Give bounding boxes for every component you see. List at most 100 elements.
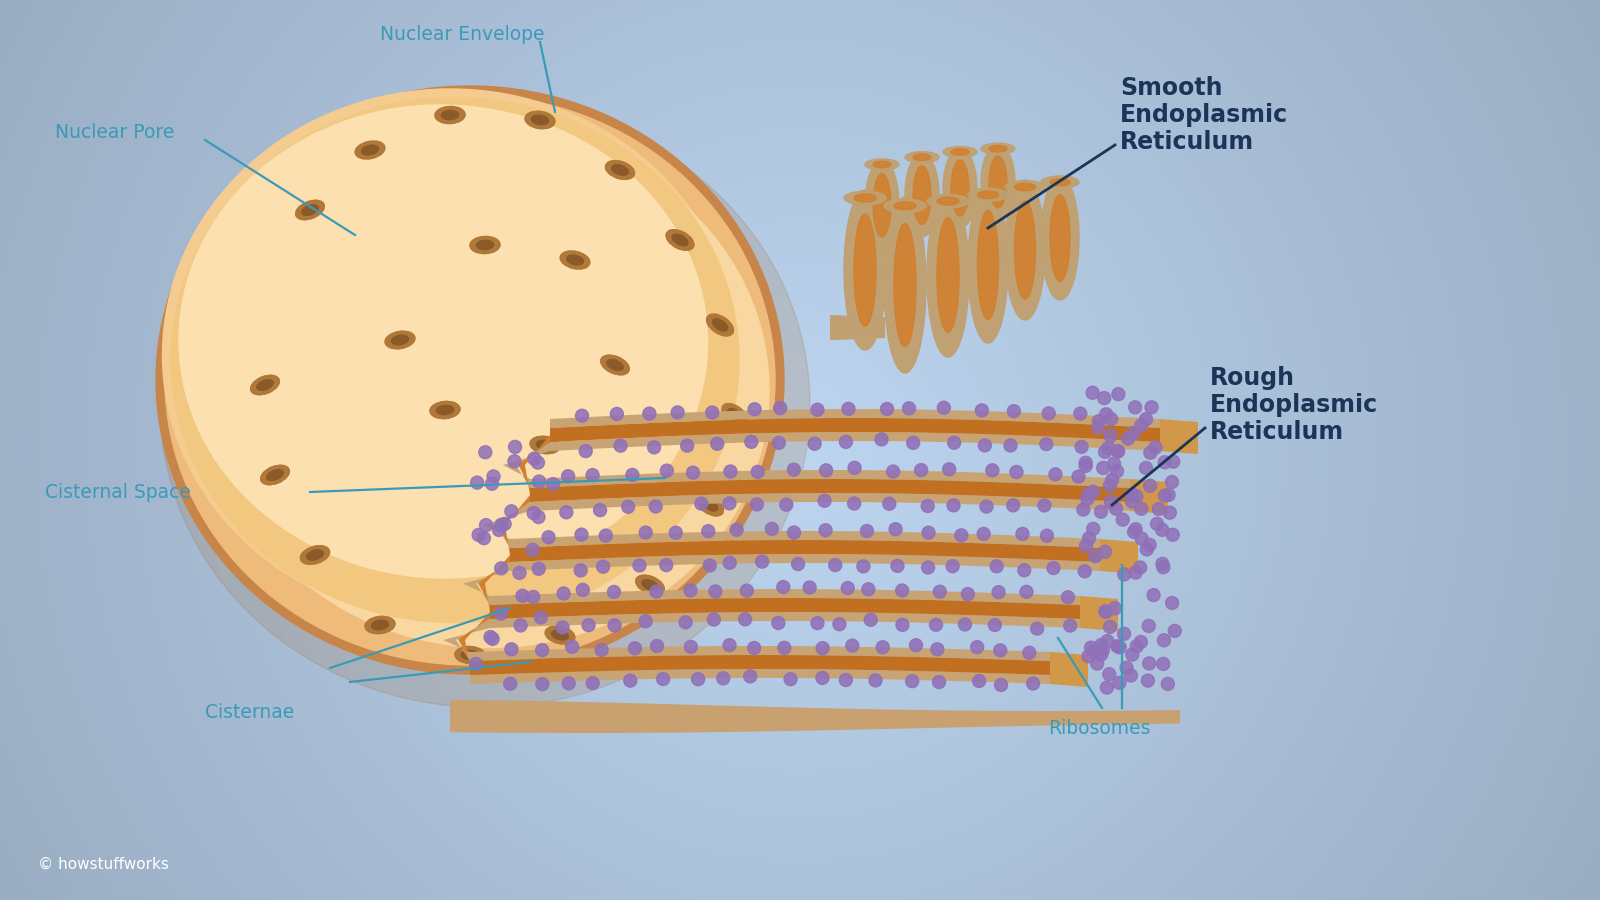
Circle shape bbox=[1098, 392, 1110, 405]
Circle shape bbox=[640, 526, 653, 539]
Text: Ribosomes: Ribosomes bbox=[1048, 718, 1150, 737]
Text: © howstuffworks: © howstuffworks bbox=[38, 857, 170, 872]
Circle shape bbox=[1147, 589, 1160, 601]
Polygon shape bbox=[458, 612, 490, 668]
Circle shape bbox=[638, 615, 653, 627]
Ellipse shape bbox=[672, 234, 688, 246]
Circle shape bbox=[1112, 445, 1125, 458]
Circle shape bbox=[1157, 634, 1171, 647]
Ellipse shape bbox=[179, 105, 701, 575]
Circle shape bbox=[576, 410, 589, 422]
Circle shape bbox=[533, 475, 546, 488]
Polygon shape bbox=[462, 562, 510, 605]
Circle shape bbox=[995, 679, 1008, 691]
Circle shape bbox=[477, 532, 490, 544]
Ellipse shape bbox=[530, 436, 560, 454]
Circle shape bbox=[1104, 495, 1117, 508]
Circle shape bbox=[534, 611, 547, 624]
Ellipse shape bbox=[435, 106, 466, 123]
Text: Nuclear Envelope: Nuclear Envelope bbox=[381, 25, 544, 44]
Circle shape bbox=[896, 618, 909, 632]
Ellipse shape bbox=[906, 153, 939, 237]
Circle shape bbox=[811, 403, 824, 416]
Polygon shape bbox=[1101, 539, 1138, 574]
Ellipse shape bbox=[696, 494, 723, 516]
Ellipse shape bbox=[392, 336, 408, 345]
Circle shape bbox=[979, 500, 994, 513]
Circle shape bbox=[955, 529, 968, 542]
Circle shape bbox=[1109, 602, 1122, 615]
Circle shape bbox=[1083, 532, 1096, 544]
Circle shape bbox=[842, 402, 854, 416]
Circle shape bbox=[486, 470, 501, 483]
Ellipse shape bbox=[926, 193, 970, 357]
Circle shape bbox=[906, 675, 918, 688]
Circle shape bbox=[858, 560, 870, 572]
Circle shape bbox=[670, 406, 685, 419]
Ellipse shape bbox=[885, 197, 926, 373]
Ellipse shape bbox=[894, 223, 917, 346]
Circle shape bbox=[579, 445, 592, 457]
Circle shape bbox=[886, 465, 899, 478]
Circle shape bbox=[787, 464, 800, 476]
Ellipse shape bbox=[454, 646, 485, 663]
Polygon shape bbox=[470, 655, 1050, 675]
Ellipse shape bbox=[530, 436, 560, 454]
Circle shape bbox=[784, 672, 797, 686]
Ellipse shape bbox=[728, 409, 742, 421]
Circle shape bbox=[1112, 388, 1125, 400]
Circle shape bbox=[1096, 462, 1110, 474]
Circle shape bbox=[514, 619, 526, 632]
Circle shape bbox=[1163, 506, 1176, 519]
Circle shape bbox=[600, 529, 613, 542]
Circle shape bbox=[1104, 620, 1117, 634]
Circle shape bbox=[1155, 524, 1168, 536]
Circle shape bbox=[478, 446, 491, 459]
Ellipse shape bbox=[392, 336, 408, 345]
Ellipse shape bbox=[301, 545, 330, 564]
Ellipse shape bbox=[866, 159, 899, 170]
Circle shape bbox=[1117, 513, 1130, 526]
Ellipse shape bbox=[251, 375, 280, 395]
Circle shape bbox=[610, 408, 624, 420]
Circle shape bbox=[608, 619, 621, 632]
Circle shape bbox=[1096, 644, 1109, 656]
Ellipse shape bbox=[168, 97, 773, 662]
Ellipse shape bbox=[362, 145, 378, 155]
Circle shape bbox=[1134, 532, 1149, 545]
Ellipse shape bbox=[371, 620, 389, 630]
Circle shape bbox=[978, 439, 992, 452]
Circle shape bbox=[962, 588, 974, 600]
Polygon shape bbox=[510, 540, 1101, 562]
Circle shape bbox=[1086, 522, 1099, 536]
Circle shape bbox=[1110, 464, 1123, 478]
Circle shape bbox=[1018, 563, 1030, 577]
Ellipse shape bbox=[642, 580, 658, 590]
Circle shape bbox=[1142, 657, 1155, 670]
Circle shape bbox=[506, 505, 518, 518]
Ellipse shape bbox=[182, 106, 707, 578]
Circle shape bbox=[470, 476, 483, 489]
Ellipse shape bbox=[371, 620, 389, 630]
Circle shape bbox=[493, 524, 506, 536]
Circle shape bbox=[840, 436, 853, 448]
Circle shape bbox=[976, 404, 989, 417]
Circle shape bbox=[566, 640, 579, 653]
Circle shape bbox=[694, 497, 707, 510]
Circle shape bbox=[765, 522, 778, 536]
Circle shape bbox=[1104, 429, 1117, 442]
Circle shape bbox=[608, 586, 621, 598]
Ellipse shape bbox=[454, 646, 485, 663]
Ellipse shape bbox=[1050, 194, 1070, 282]
Circle shape bbox=[1120, 662, 1133, 674]
Circle shape bbox=[1027, 677, 1040, 690]
Circle shape bbox=[942, 463, 955, 476]
Circle shape bbox=[1141, 674, 1154, 687]
Circle shape bbox=[536, 644, 549, 657]
Circle shape bbox=[597, 560, 610, 573]
Ellipse shape bbox=[1005, 180, 1045, 320]
Circle shape bbox=[685, 641, 698, 653]
Ellipse shape bbox=[365, 616, 395, 634]
Ellipse shape bbox=[1050, 178, 1070, 185]
Circle shape bbox=[723, 556, 736, 570]
